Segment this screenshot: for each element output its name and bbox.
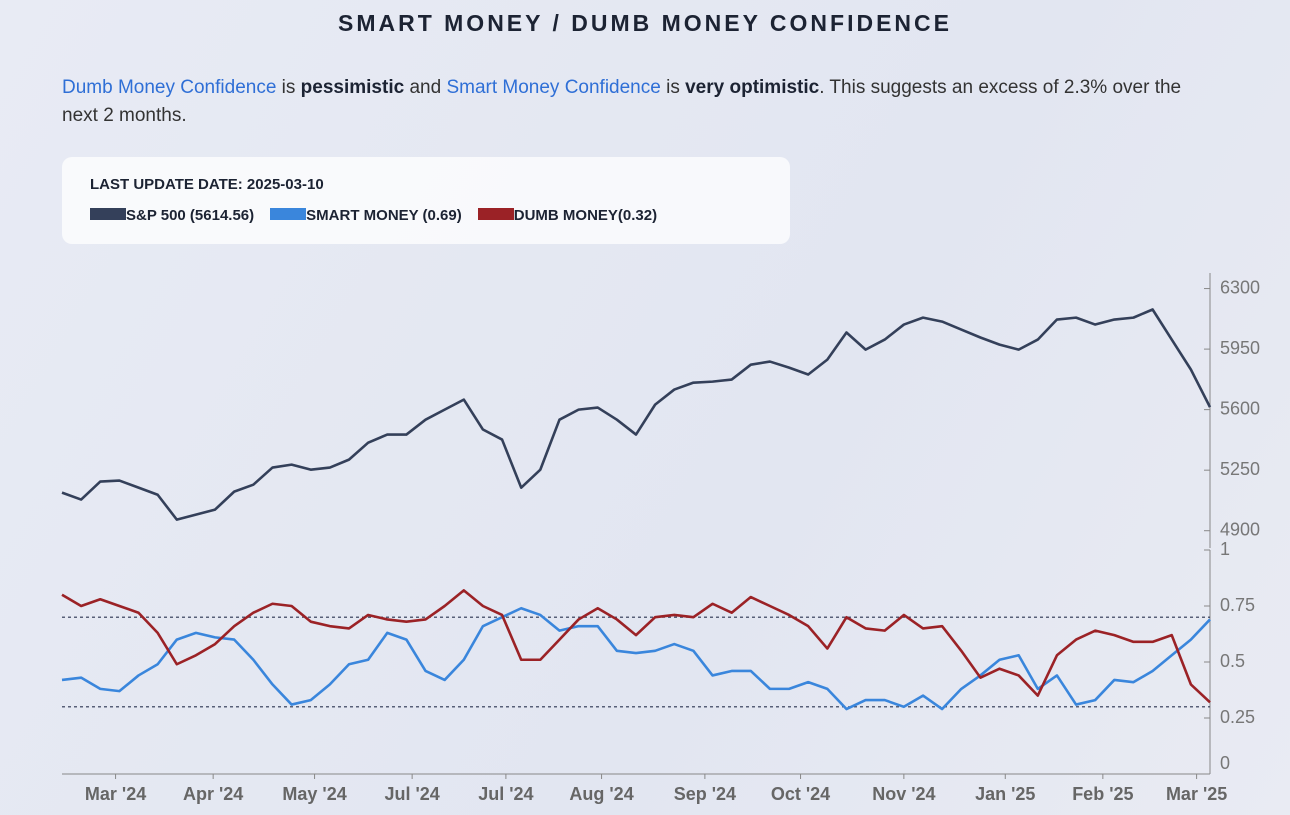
series-line	[61, 589, 1211, 704]
legend-swatch	[90, 208, 126, 220]
x-tick-label: Mar '25	[1166, 784, 1227, 804]
y-tick-label: 5600	[1220, 398, 1260, 418]
description-part: very optimistic	[685, 77, 820, 98]
legend-label: DUMB MONEY(0.32)	[513, 207, 658, 224]
x-tick-label: Jul '24	[478, 784, 533, 804]
description-part: is	[660, 77, 686, 98]
legend-box: LAST UPDATE DATE: 2025-03-10 S&P 500 (56…	[62, 157, 790, 244]
legend: S&P 500 (5614.56) SMART MONEY (0.69) DUMB …	[90, 207, 657, 224]
description-part: pessimistic	[300, 77, 405, 98]
legend-swatch	[270, 208, 307, 220]
series-line	[61, 606, 1211, 711]
description-part: is	[276, 77, 301, 98]
y-tick-label: 0.25	[1220, 707, 1255, 727]
y-tick-label: 0	[1220, 753, 1230, 773]
legend-item: DUMB MONEY(0.32)	[477, 207, 658, 224]
title: SMART MONEY / DUMB MONEY CONFIDENCE	[337, 10, 952, 36]
update-date: LAST UPDATE DATE: 2025-03-10	[90, 176, 324, 193]
y-tick-label: 5250	[1220, 459, 1260, 479]
x-tick-label: Nov '24	[872, 784, 935, 804]
legend-label: S&P 500 (5614.56)	[126, 207, 255, 224]
description: Dumb Money Confidence is pessimistic and…	[62, 74, 1222, 130]
x-tick-label: Aug '24	[569, 784, 633, 804]
series-line	[61, 308, 1212, 521]
x-tick-label: Sep '24	[674, 784, 736, 804]
x-tick-label: Jan '25	[975, 784, 1035, 804]
legend-item: SMART MONEY (0.69)	[270, 207, 462, 224]
legend-swatch	[477, 208, 514, 220]
description-part: . This suggests an excess of 2.3% over t…	[62, 77, 1182, 126]
x-tick-label: Mar '24	[85, 784, 146, 804]
y-tick-label: 0.75	[1220, 595, 1255, 615]
description-part: Smart Money Confidence	[446, 77, 661, 98]
y-tick-label: 1	[1220, 539, 1230, 559]
legend-item: S&P 500 (5614.56)	[90, 207, 254, 224]
description-part: Dumb Money Confidence	[62, 77, 277, 98]
x-tick-label: Apr '24	[183, 784, 243, 804]
y-tick-label: 4900	[1220, 519, 1260, 539]
x-tick-label: Jul '24	[384, 784, 439, 804]
x-tick-label: Feb '25	[1072, 784, 1133, 804]
x-tick-label: May '24	[282, 784, 346, 804]
x-tick-label: Oct '24	[771, 784, 830, 804]
description-part: and	[404, 77, 447, 98]
y-tick-label: 0.5	[1220, 651, 1245, 671]
legend-label: SMART MONEY (0.69)	[306, 207, 462, 224]
y-tick-label: 6300	[1220, 277, 1260, 297]
y-tick-label: 5950	[1220, 338, 1260, 358]
